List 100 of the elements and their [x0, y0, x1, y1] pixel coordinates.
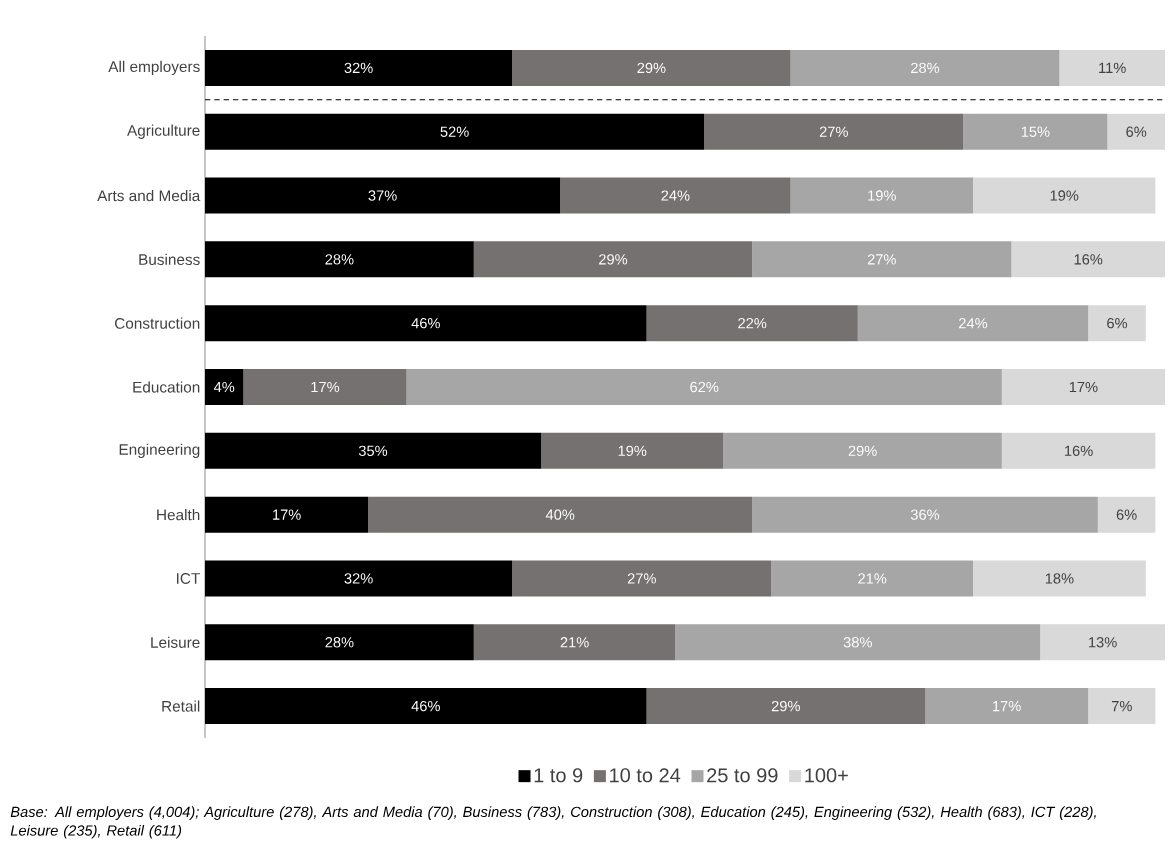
data-label: 35% [358, 445, 388, 457]
data-label: 19% [1050, 190, 1079, 201]
y-tick-label: Health [157, 509, 200, 521]
y-tick-label: All employers [108, 60, 200, 76]
bar [205, 241, 474, 278]
bar [243, 369, 407, 406]
data-label: 18% [1045, 573, 1074, 584]
y-tick-label: Engineering [119, 443, 200, 458]
data-label: 28% [325, 637, 354, 648]
y-tick-label: Leisure [151, 636, 200, 648]
bar [704, 113, 964, 150]
data-label: 11% [1099, 62, 1126, 74]
bar [1001, 432, 1156, 469]
data-label: 38% [843, 637, 872, 648]
bar [205, 305, 647, 342]
bar [857, 305, 1089, 342]
data-label: 29% [848, 445, 877, 457]
bar [925, 688, 1089, 725]
data-label: 6% [1107, 318, 1128, 329]
data-label: 27% [867, 254, 896, 265]
y-tick-label: Construction [114, 317, 200, 329]
bar [1040, 624, 1166, 661]
bar [1011, 241, 1166, 278]
y-tick-label: Education [133, 381, 200, 393]
data-label: 17% [311, 381, 340, 393]
data-label: 27% [627, 573, 656, 584]
y-tick-label: ICT [177, 573, 200, 584]
data-label: 17% [993, 700, 1021, 712]
bar [790, 177, 974, 214]
bar [646, 688, 926, 725]
y-tick-label: Arts and Media [97, 189, 201, 202]
data-label: 29% [771, 700, 800, 712]
bar [752, 496, 1098, 533]
bar [1088, 305, 1146, 342]
data-label: 32% [344, 62, 373, 74]
bar [205, 432, 542, 469]
bar [541, 432, 724, 469]
data-label: 6% [1126, 126, 1147, 137]
bar [205, 688, 647, 725]
data-label: 7% [1111, 700, 1132, 712]
bar [205, 369, 244, 406]
data-label: 32% [344, 573, 373, 584]
legend-label: 25 to 99 [707, 768, 778, 783]
bar [406, 369, 1002, 406]
data-label: 15% [1021, 126, 1050, 137]
data-label: 19% [868, 190, 896, 201]
text: Base: All employers (4,004); Agriculture (278), Arts and Media (70), Business (783), Construction (308), Education (245), Engineering (532), Health (683), ICT (228), Leisure (235), Retail (611) [10, 806, 1096, 839]
bar [963, 113, 1108, 150]
bar [1088, 688, 1156, 725]
bar [512, 49, 791, 86]
bar [675, 624, 1041, 661]
bar [205, 49, 513, 86]
data-label: 24% [661, 190, 690, 201]
data-label: 40% [545, 509, 575, 520]
legend-label: 1 to 9 [534, 768, 583, 783]
data-label: 37% [368, 190, 397, 201]
bar [473, 624, 676, 661]
data-label: 17% [273, 509, 301, 520]
bar [1001, 369, 1166, 406]
data-label: 28% [325, 254, 354, 265]
bar [646, 305, 858, 342]
data-label: 4% [213, 381, 235, 393]
bar [512, 560, 772, 597]
bar [560, 177, 791, 214]
bar [771, 560, 974, 597]
legend-label: 10 to 24 [610, 768, 681, 783]
data-label: 17% [1069, 381, 1098, 393]
data-label: 21% [858, 573, 887, 584]
bar [1097, 496, 1156, 533]
data-label: 46% [411, 700, 440, 712]
data-label: 19% [618, 445, 647, 457]
bar [790, 49, 1060, 86]
bar [973, 177, 1156, 214]
data-label: 24% [959, 318, 988, 329]
data-label: 29% [637, 62, 666, 74]
y-tick-label: Agriculture [127, 124, 200, 139]
bar [205, 624, 474, 661]
bar [1059, 49, 1166, 86]
bar [205, 177, 561, 214]
data-label: 52% [440, 126, 469, 137]
bar [723, 432, 1002, 469]
bar [973, 560, 1146, 597]
data-label: 6% [1116, 509, 1137, 520]
data-label: 27% [819, 126, 848, 137]
bar [368, 496, 753, 533]
data-label: 29% [599, 254, 628, 265]
data-label: 28% [911, 62, 940, 74]
bar [205, 113, 705, 150]
bar [1107, 113, 1166, 150]
data-label: 13% [1089, 637, 1117, 648]
legend-label: 100+ [805, 768, 848, 783]
data-label: 16% [1074, 254, 1103, 265]
bar [205, 560, 513, 597]
y-tick-label: Retail [162, 700, 200, 712]
bar [205, 496, 369, 533]
data-label: 62% [690, 381, 719, 393]
y-tick-label: Business [139, 253, 200, 265]
data-label: 36% [910, 509, 940, 520]
data-label: 46% [411, 318, 440, 329]
data-label: 22% [738, 318, 767, 329]
